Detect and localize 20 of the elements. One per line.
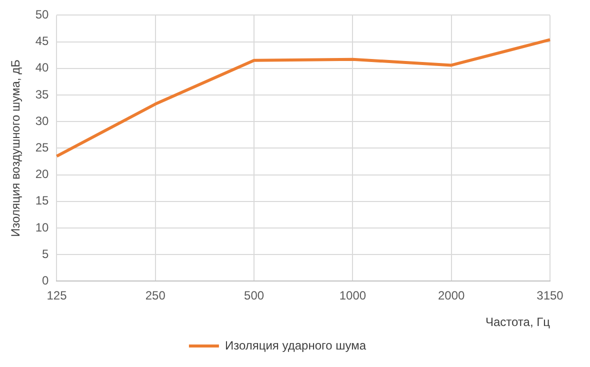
y-tick-label: 15 bbox=[35, 194, 50, 208]
y-tick-label: 30 bbox=[35, 114, 50, 128]
y-tick-label: 10 bbox=[35, 220, 50, 234]
x-tick-label: 1000 bbox=[339, 288, 366, 303]
x-tick-label: 3150 bbox=[536, 288, 564, 303]
y-axis-title: Изоляция воздушного шума, дБ bbox=[8, 59, 23, 237]
y-tick-label: 0 bbox=[42, 274, 50, 288]
legend-label: Изоляция ударного шума bbox=[224, 338, 366, 352]
x-axis-title: Частота, Гц bbox=[485, 315, 550, 330]
x-tick-label: 125 bbox=[46, 288, 68, 303]
y-tick-label: 5 bbox=[42, 246, 50, 261]
y-tick-label: 50 bbox=[35, 8, 50, 22]
x-tick-label: 2000 bbox=[438, 288, 466, 303]
y-tick-label: 25 bbox=[35, 140, 50, 155]
y-tick-label: 45 bbox=[35, 34, 50, 48]
x-tick-label: 250 bbox=[145, 288, 166, 303]
y-tick-label: 20 bbox=[35, 167, 50, 182]
x-tick-label: 500 bbox=[244, 288, 264, 303]
y-tick-label: 35 bbox=[35, 87, 50, 102]
y-tick-label: 40 bbox=[35, 60, 50, 75]
